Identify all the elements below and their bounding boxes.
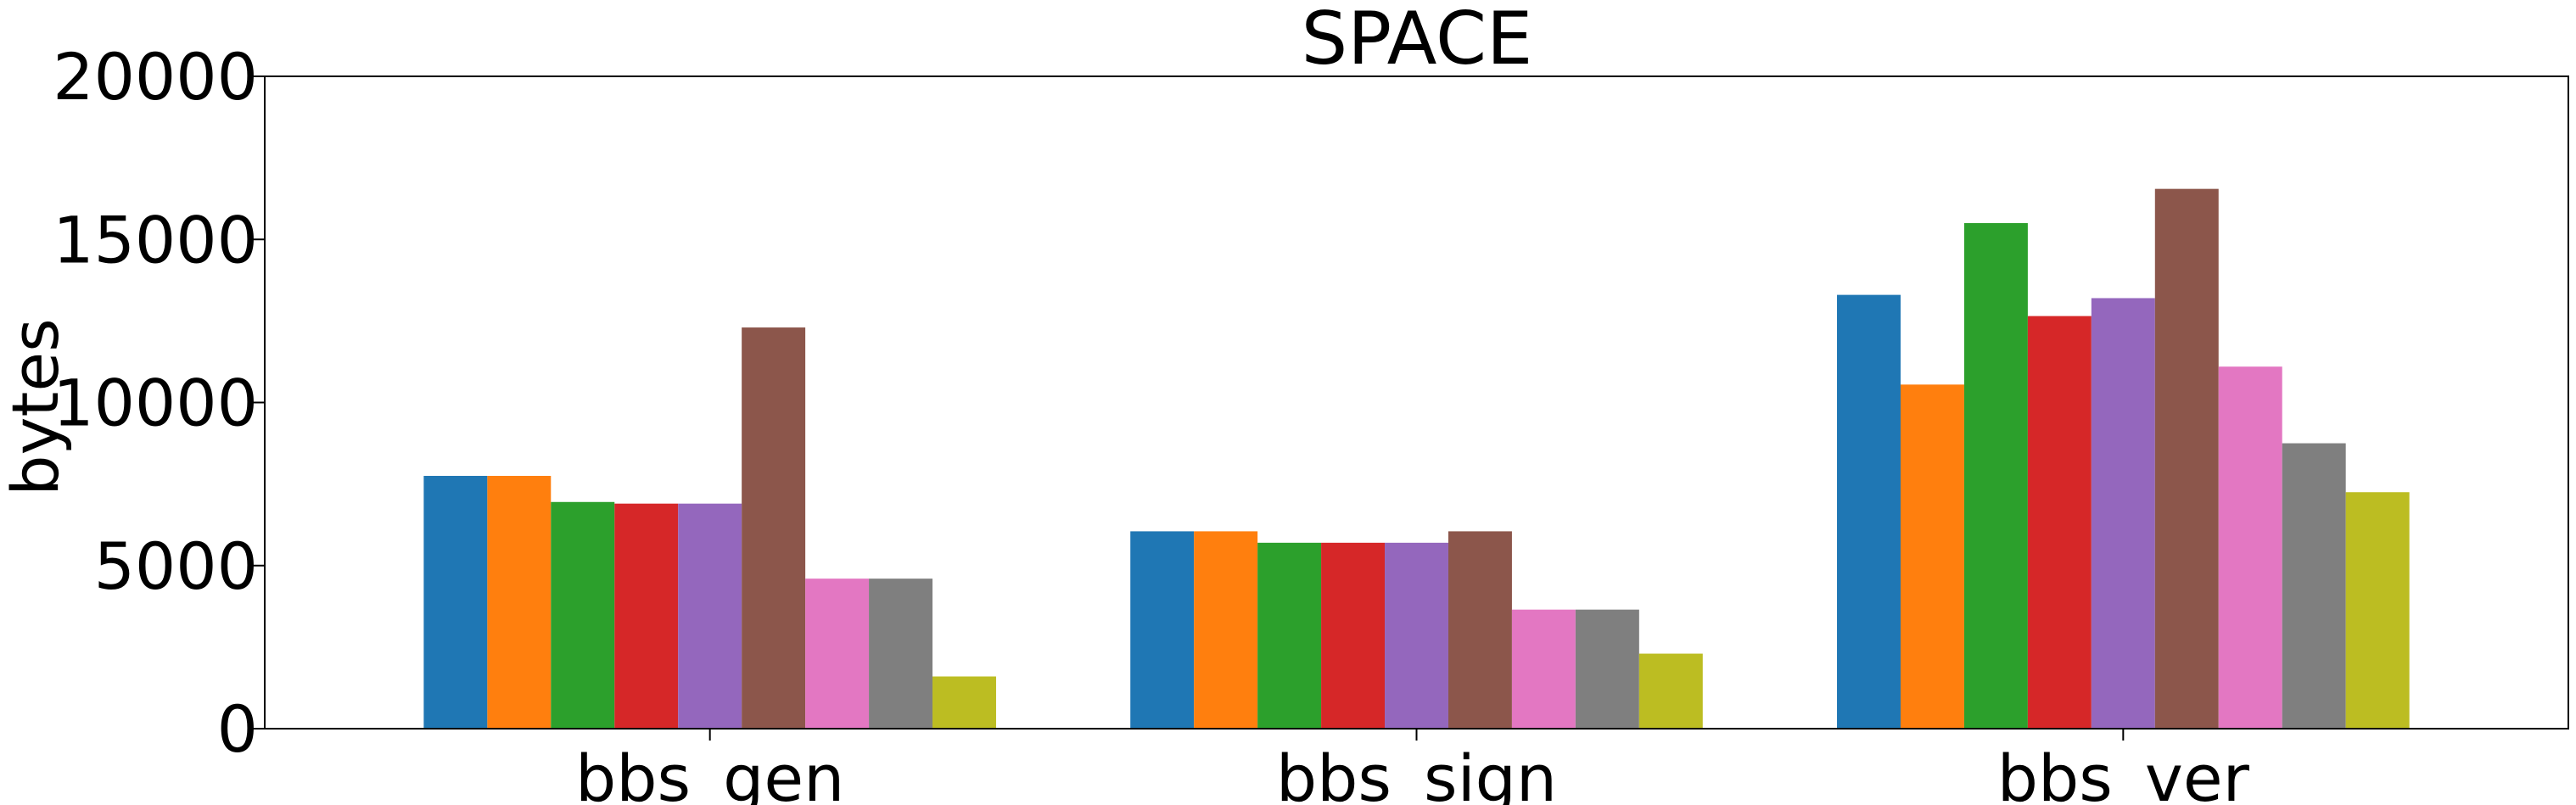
bar-bbs_ver-series-7	[2218, 366, 2282, 729]
bar-bbs_gen-series-1	[423, 476, 488, 729]
bar-bbs_sign-series-2	[1194, 531, 1258, 729]
bar-bbs_gen-series-3	[551, 501, 615, 729]
bar-bbs_sign-series-6	[1448, 531, 1512, 729]
bar-bbs_ver-series-3	[1963, 223, 2028, 729]
y-axis-label: bytes	[0, 318, 73, 495]
bar-bbs_gen-series-7	[805, 579, 870, 729]
bar-bbs_sign-series-9	[1638, 653, 1703, 729]
bar-bbs_ver-series-6	[2154, 188, 2219, 730]
bar-bbs_sign-series-3	[1257, 542, 1322, 729]
bar-bbs_gen-series-4	[614, 503, 679, 729]
x-tick-label-bbs_sign: bbs_sign	[1276, 741, 1557, 805]
bar-bbs_sign-series-7	[1511, 609, 1576, 729]
chart-title: SPACE	[1302, 0, 1533, 81]
bar-bbs_sign-series-1	[1130, 531, 1195, 729]
x-ticks-group: bbs_gen bbs_sign bbs_ver	[575, 729, 2250, 805]
bar-bbs_ver-series-8	[2282, 443, 2346, 729]
bar-bbs_sign-series-4	[1321, 542, 1386, 729]
y-tick-label: 15000	[53, 202, 258, 277]
bar-bbs_gen-series-8	[869, 579, 933, 729]
bars-group	[423, 188, 2410, 730]
x-tick-label-bbs_gen: bbs_gen	[575, 741, 844, 805]
y-tick-label: 5000	[94, 528, 258, 604]
bar-bbs_gen-series-6	[742, 327, 806, 729]
y-tick-label: 0	[217, 691, 258, 767]
x-tick-label-bbs_ver: bbs_ver	[1997, 741, 2250, 805]
bar-bbs_ver-series-2	[1900, 384, 1964, 729]
bar-bbs_gen-series-2	[487, 476, 552, 729]
bar-bbs_gen-series-9	[932, 676, 996, 729]
y-ticks-group: 0 5000 10000 15000 20000	[53, 39, 265, 767]
y-tick-label: 10000	[53, 366, 258, 441]
bar-bbs_ver-series-4	[2027, 316, 2092, 729]
bar-bbs_ver-series-1	[1837, 294, 1901, 729]
y-tick-label: 20000	[53, 39, 258, 115]
bar-bbs_sign-series-8	[1575, 609, 1639, 729]
bar-bbs_sign-series-5	[1385, 542, 1448, 729]
plot-frame	[264, 75, 2569, 730]
bar-bbs_ver-series-9	[2345, 492, 2410, 729]
bar-bbs_gen-series-5	[678, 503, 742, 729]
bar-bbs_ver-series-5	[2091, 298, 2155, 729]
